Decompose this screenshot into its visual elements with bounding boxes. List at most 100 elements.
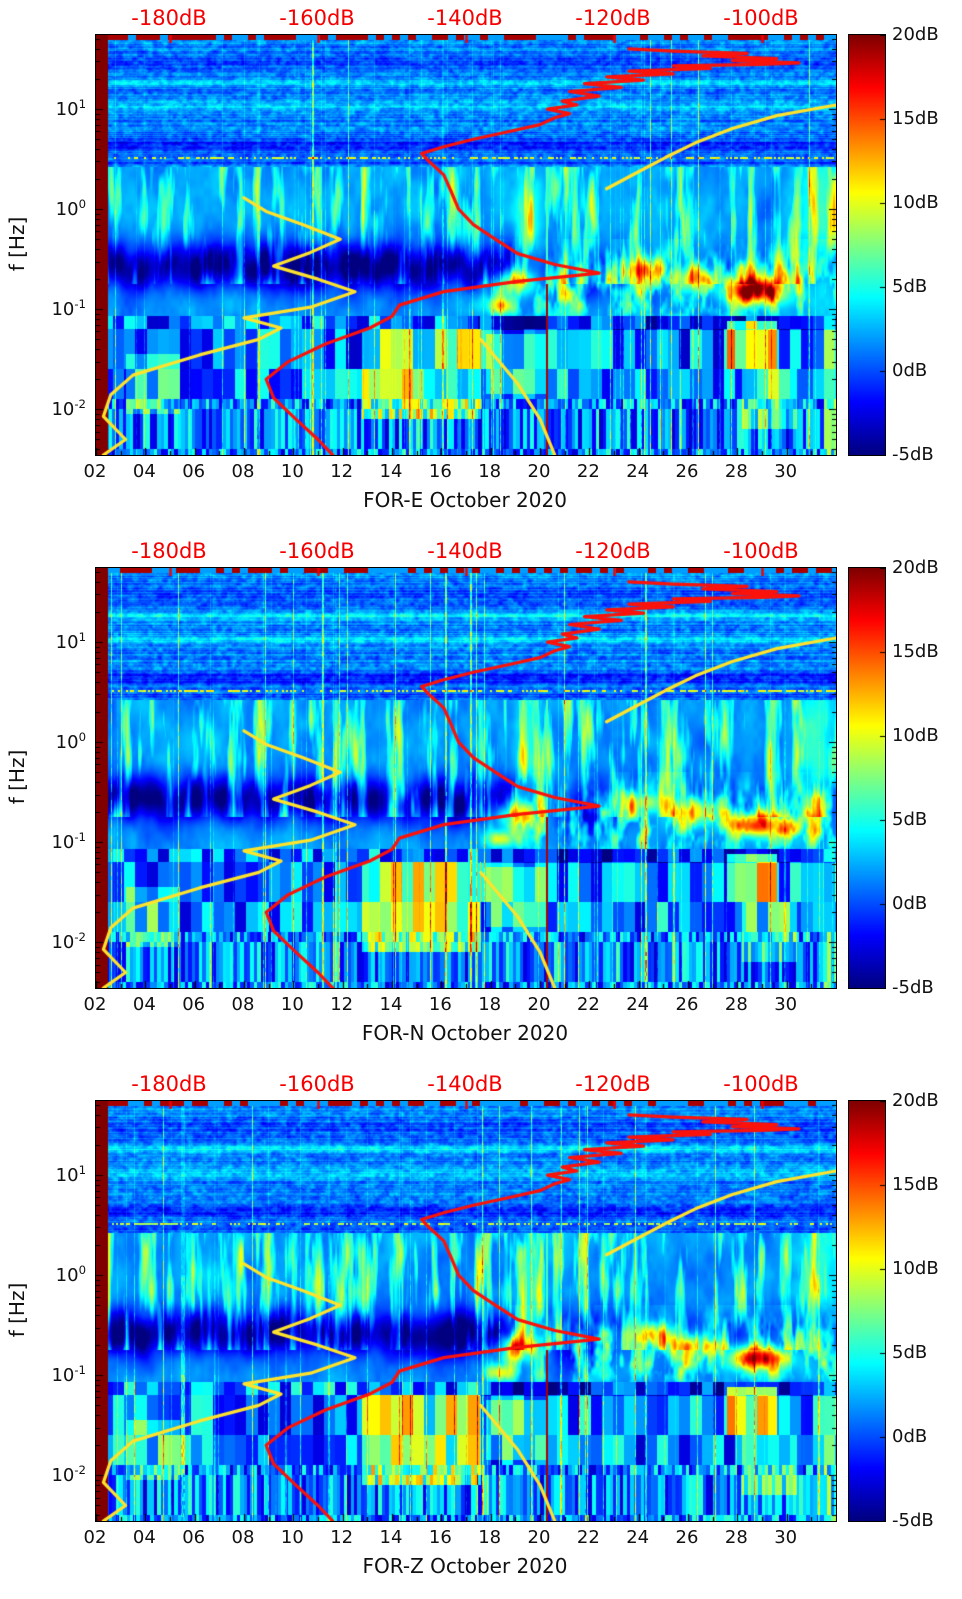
x-axis-tick-label: 10 (280, 1527, 304, 1548)
colorbar-tick-label: 0dB (892, 1426, 928, 1447)
x-axis-tick-label: 16 (428, 1527, 452, 1548)
x-axis-tick-label: 02 (83, 1527, 107, 1548)
y-axis-tick-label: 101 (55, 1163, 86, 1187)
x-axis-tick-label: 14 (379, 994, 403, 1015)
panel-for-e: f [Hz] FOR-E October 2020 -180dB -160dB -1… (0, 0, 962, 533)
y-axis-tick-label: 10-2 (51, 930, 86, 954)
colorbar-tick-label: -5dB (892, 977, 934, 998)
x-axis-tick-label: 18 (478, 1527, 502, 1548)
x-axis-tick-label: 22 (576, 461, 600, 482)
top-axis-tick-label: -100dB (723, 1072, 799, 1096)
colorbar-tick-label: 20dB (892, 24, 939, 45)
y-axis-tick-label: 101 (55, 97, 86, 121)
x-axis-tick-label: 06 (182, 994, 206, 1015)
spectrogram-heatmap-for-e (95, 34, 837, 456)
colorbar-for-e (848, 34, 886, 456)
top-axis-tick-label: -120dB (575, 6, 651, 30)
x-axis-tick-label: 24 (626, 461, 650, 482)
x-axis-tick-label: 06 (182, 461, 206, 482)
panel-for-z: f [Hz] FOR-Z October 2020 -180dB -160dB -1… (0, 1066, 962, 1599)
x-axis-tick-label: 06 (182, 1527, 206, 1548)
top-axis-tick-label: -100dB (723, 539, 799, 563)
x-axis-tick-label: 08 (231, 461, 255, 482)
top-axis-tick-label: -160dB (279, 539, 355, 563)
x-axis-tick-label: 04 (132, 461, 156, 482)
top-axis-tick-label: -140dB (427, 1072, 503, 1096)
x-axis-tick-label: 08 (231, 994, 255, 1015)
top-axis-tick-label: -120dB (575, 1072, 651, 1096)
top-axis-tick-label: -120dB (575, 539, 651, 563)
colorbar-for-n (848, 567, 886, 989)
y-axis-tick-label: 10-1 (51, 830, 86, 854)
x-axis-tick-label: 22 (576, 994, 600, 1015)
top-axis-tick-label: -160dB (279, 1072, 355, 1096)
x-axis-tick-label: 02 (83, 461, 107, 482)
x-axis-tick-label: 02 (83, 994, 107, 1015)
x-axis-tick-label: 16 (428, 461, 452, 482)
colorbar-tick-label: 20dB (892, 557, 939, 578)
colorbar-tick-label: 5dB (892, 809, 928, 830)
x-axis-title: FOR-Z October 2020 (362, 1554, 568, 1578)
panel-for-n: f [Hz] FOR-N October 2020 -180dB -160dB -1… (0, 533, 962, 1066)
top-axis-tick-label: -180dB (131, 1072, 207, 1096)
colorbar-tick-label: 10dB (892, 192, 939, 213)
colorbar-tick-label: 5dB (892, 276, 928, 297)
x-axis-tick-label: 24 (626, 1527, 650, 1548)
x-axis-tick-label: 10 (280, 994, 304, 1015)
y-axis-tick-label: 100 (55, 1263, 86, 1287)
x-axis-tick-label: 26 (675, 461, 699, 482)
colorbar-for-z (848, 1100, 886, 1522)
colorbar-tick-label: 0dB (892, 893, 928, 914)
top-axis-tick-label: -100dB (723, 6, 799, 30)
top-axis-tick-label: -180dB (131, 539, 207, 563)
x-axis-tick-label: 22 (576, 1527, 600, 1548)
x-axis-tick-label: 08 (231, 1527, 255, 1548)
x-axis-tick-label: 20 (527, 994, 551, 1015)
x-axis-tick-label: 20 (527, 1527, 551, 1548)
x-axis-tick-label: 12 (330, 994, 354, 1015)
colorbar-tick-label: 10dB (892, 1258, 939, 1279)
x-axis-tick-label: 28 (724, 994, 748, 1015)
x-axis-tick-label: 04 (132, 1527, 156, 1548)
colorbar-tick-label: 10dB (892, 725, 939, 746)
x-axis-tick-label: 18 (478, 994, 502, 1015)
colorbar-tick-label: 20dB (892, 1090, 939, 1111)
colorbar-tick-label: 15dB (892, 641, 939, 662)
top-axis-tick-label: -140dB (427, 6, 503, 30)
x-axis-tick-label: 24 (626, 994, 650, 1015)
x-axis-tick-label: 30 (774, 1527, 798, 1548)
x-axis-tick-label: 28 (724, 1527, 748, 1548)
x-axis-tick-label: 16 (428, 994, 452, 1015)
colorbar-tick-label: 15dB (892, 1174, 939, 1195)
x-axis-tick-label: 26 (675, 994, 699, 1015)
colorbar-tick-label: -5dB (892, 1510, 934, 1531)
spectrogram-heatmap-for-n (95, 567, 837, 989)
colorbar-tick-label: -5dB (892, 444, 934, 465)
y-axis-tick-label: 10-1 (51, 1363, 86, 1387)
x-axis-tick-label: 30 (774, 994, 798, 1015)
x-axis-tick-label: 30 (774, 461, 798, 482)
spectrogram-heatmap-for-z (95, 1100, 837, 1522)
x-axis-tick-label: 14 (379, 461, 403, 482)
colorbar-tick-label: 15dB (892, 108, 939, 129)
top-axis-tick-label: -180dB (131, 6, 207, 30)
x-axis-tick-label: 20 (527, 461, 551, 482)
y-axis-tick-label: 100 (55, 197, 86, 221)
x-axis-tick-label: 12 (330, 1527, 354, 1548)
y-axis-tick-label: 101 (55, 630, 86, 654)
x-axis-title: FOR-E October 2020 (363, 488, 567, 512)
x-axis-tick-label: 28 (724, 461, 748, 482)
top-axis-tick-label: -160dB (279, 6, 355, 30)
y-axis-tick-label: 10-2 (51, 397, 86, 421)
y-axis-tick-label: 100 (55, 730, 86, 754)
x-axis-tick-label: 14 (379, 1527, 403, 1548)
x-axis-title: FOR-N October 2020 (361, 1021, 569, 1045)
colorbar-tick-label: 5dB (892, 1342, 928, 1363)
y-axis-tick-label: 10-1 (51, 297, 86, 321)
colorbar-tick-label: 0dB (892, 360, 928, 381)
x-axis-tick-label: 04 (132, 994, 156, 1015)
y-axis-tick-label: 10-2 (51, 1463, 86, 1487)
x-axis-tick-label: 18 (478, 461, 502, 482)
x-axis-tick-label: 10 (280, 461, 304, 482)
